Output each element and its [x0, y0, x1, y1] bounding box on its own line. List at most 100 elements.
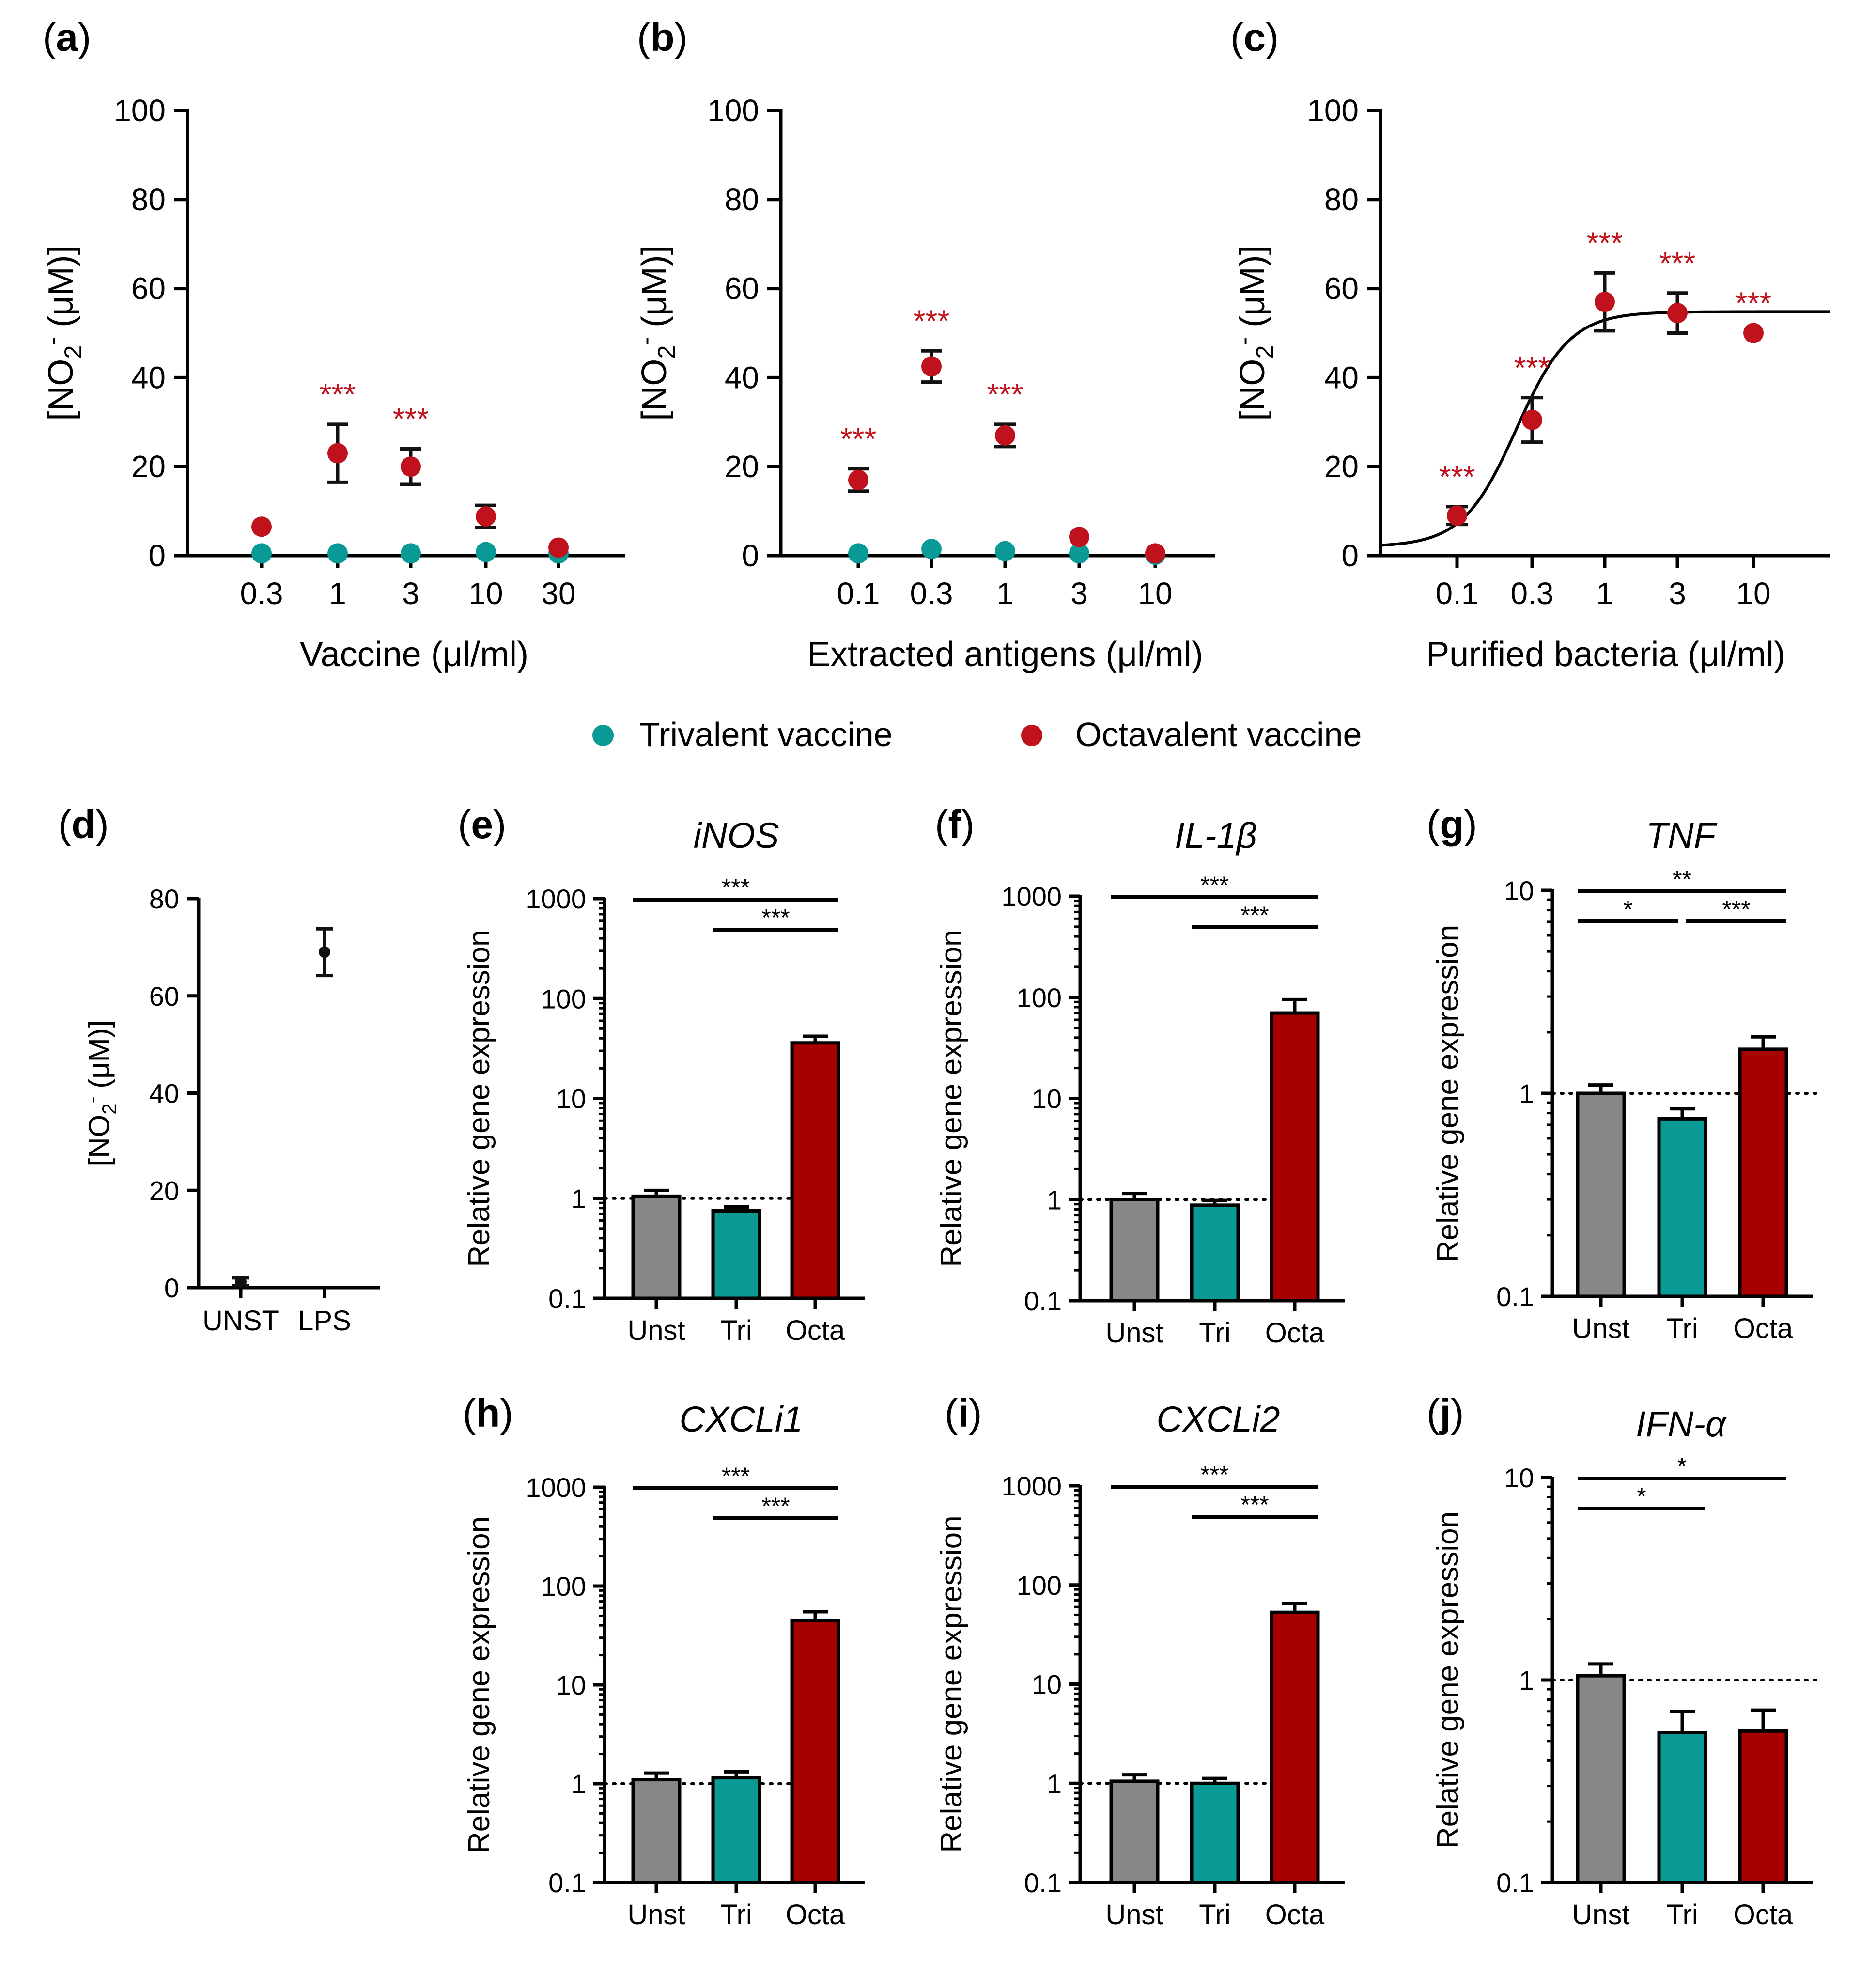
significance-label: ** — [1673, 866, 1691, 893]
octavalent-point — [401, 456, 421, 477]
x-tick-label: Unst — [627, 1899, 685, 1930]
x-tick-label: 10 — [1138, 576, 1172, 611]
x-tick-label: Unst — [1572, 1313, 1629, 1344]
x-tick-label: 3 — [1669, 576, 1686, 611]
bar-unst — [1109, 1198, 1160, 1303]
bar-octa — [1270, 1610, 1320, 1884]
panel-label: (e) — [458, 803, 506, 847]
significance-label: *** — [722, 1463, 750, 1490]
fit-curve — [1380, 310, 1830, 547]
bar-unst — [1576, 1091, 1626, 1298]
panel-f: (f) IL-1β Relative gene expression Unst Tri O… — [935, 803, 1345, 1349]
y-tick-label: 0.1 — [1024, 1286, 1062, 1316]
y-tick-label: 0 — [164, 1273, 179, 1303]
panel-label: (h) — [463, 1391, 513, 1435]
y-tick-label: 0.1 — [1496, 1868, 1534, 1898]
significance-label: *** — [1200, 872, 1228, 899]
octavalent-point — [995, 425, 1015, 446]
x-tick-label: Tri — [1199, 1317, 1230, 1349]
bar-tri — [1657, 1117, 1707, 1298]
x-axis-label: Purified bacteria (μl/ml) — [1426, 635, 1785, 674]
y-axis-label: [NO2- (μM)] — [632, 245, 680, 420]
panel-label: (d) — [58, 803, 109, 847]
bar-tri — [711, 1209, 761, 1300]
bar-tri — [711, 1776, 761, 1884]
bar-octa — [1270, 1011, 1320, 1303]
legend-trivalent-marker — [592, 725, 614, 746]
bar-unst — [1109, 1779, 1160, 1884]
x-tick-label: 3 — [1070, 576, 1088, 611]
x-tick-label: Octa — [786, 1315, 845, 1346]
x-tick-label: Unst — [1105, 1317, 1163, 1349]
significance-stars: *** — [1587, 225, 1623, 260]
bar-unst — [631, 1778, 682, 1884]
y-tick-label: 80 — [1324, 182, 1359, 217]
x-tick-label: 10 — [468, 576, 503, 611]
data-point — [235, 1276, 247, 1288]
y-tick-label: 100 — [1307, 93, 1359, 128]
significance-stars: *** — [1736, 286, 1772, 321]
significance-label: *** — [761, 1493, 790, 1520]
y-tick-label: 10 — [556, 1084, 586, 1114]
data-point — [319, 946, 330, 958]
trivalent-point — [848, 543, 868, 564]
y-axis-label: Relative gene expression — [1431, 1511, 1465, 1849]
bar-octa — [790, 1619, 840, 1884]
legend: Trivalent vaccine Octavalent vaccine — [592, 716, 1362, 753]
y-tick-label: 0.1 — [548, 1868, 586, 1898]
x-tick-label: 0.1 — [1436, 576, 1479, 611]
x-tick-label: 30 — [541, 576, 575, 611]
significance-label: * — [1623, 896, 1632, 923]
gene-title: IFN-α — [1636, 1404, 1727, 1444]
octavalent-point — [1595, 292, 1615, 312]
legend-octavalent-marker — [1021, 725, 1042, 746]
significance-stars: *** — [1439, 459, 1475, 494]
panel-i: (i) CXCLi2 Relative gene expression Unst Tri… — [935, 1391, 1345, 1930]
octavalent-point — [548, 537, 569, 558]
panel-e: (e) iNOS Relative gene expression Unst Tri Oc… — [458, 803, 865, 1346]
y-tick-label: 0 — [148, 538, 166, 573]
y-tick-label: 1000 — [526, 884, 586, 914]
y-tick-label: 40 — [149, 1078, 179, 1109]
significance-label: * — [1677, 1453, 1687, 1480]
panel-label: (c) — [1230, 16, 1279, 60]
panel-h: (h) CXCLi1 Relative gene expression Unst Tri… — [463, 1391, 865, 1930]
y-tick-label: 1 — [571, 1183, 586, 1214]
y-tick-label: 40 — [1324, 360, 1359, 395]
gene-title: IL-1β — [1175, 815, 1257, 856]
y-tick-label: 1 — [1519, 1665, 1534, 1696]
y-tick-label: 20 — [149, 1175, 179, 1206]
y-tick-label: 100 — [1017, 1570, 1062, 1601]
y-tick-label: 60 — [725, 271, 759, 306]
x-tick-label: 3 — [402, 576, 419, 611]
trivalent-point — [995, 541, 1015, 561]
x-tick-label: Octa — [786, 1899, 845, 1930]
y-tick-label: 1000 — [1001, 881, 1062, 912]
panel-label: (a) — [43, 16, 91, 60]
octavalent-point — [327, 443, 348, 464]
bar-octa — [790, 1041, 840, 1300]
bar-octa — [1738, 1047, 1788, 1298]
y-tick-label: 0 — [742, 538, 759, 573]
y-axis-label: [NO2- (μM)] — [1230, 245, 1278, 420]
y-tick-label: 100 — [707, 93, 759, 128]
x-tick-label: Octa — [1734, 1899, 1793, 1930]
octavalent-point — [848, 469, 868, 490]
y-tick-label: 100 — [1017, 982, 1062, 1013]
y-tick-label: 10 — [1504, 1463, 1534, 1493]
significance-stars: *** — [1659, 246, 1696, 280]
y-tick-label: 100 — [541, 1571, 586, 1602]
x-tick-label: Unst — [1105, 1899, 1163, 1930]
trivalent-point — [476, 542, 496, 562]
panel-d: (d) 0 20 40 60 80 UNST LPS [NO2- (μM)] — [58, 803, 380, 1337]
y-axis-label: Relative gene expression — [1431, 925, 1465, 1262]
x-tick-label: 10 — [1736, 576, 1770, 611]
octavalent-point — [921, 356, 942, 377]
gene-title: iNOS — [694, 815, 779, 856]
y-tick-label: 20 — [131, 449, 166, 484]
panel-label: (g) — [1426, 803, 1477, 847]
bar-tri — [1657, 1731, 1707, 1884]
panel-a: (a) 0 20 40 60 80 100 0.3 1 3 10 30 Vaccine (μl/ml) [… — [38, 16, 625, 674]
bar-octa — [1738, 1729, 1788, 1884]
x-tick-label: 0.3 — [240, 576, 283, 611]
